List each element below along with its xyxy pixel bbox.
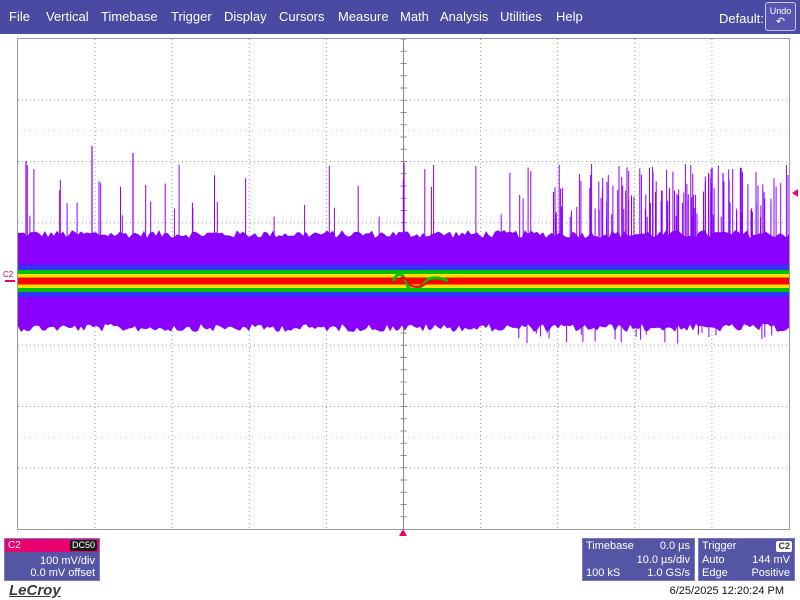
- date-time: 6/25/2025 12:20:24 PM: [669, 585, 784, 597]
- trigger-level-marker[interactable]: [792, 189, 798, 197]
- menu-measure[interactable]: Measure: [338, 9, 389, 24]
- channel-marker-arrow: [5, 280, 15, 282]
- default-setup-label: Default:: [719, 11, 764, 26]
- trigger-ripple-core: [397, 276, 431, 288]
- trigger-time-marker[interactable]: [399, 529, 407, 536]
- waveform-display[interactable]: [17, 38, 790, 530]
- menu-timebase[interactable]: Timebase: [101, 9, 158, 24]
- channel-header: C2 DC50: [5, 539, 99, 552]
- sample-count: 100 kS: [586, 567, 621, 579]
- trigger-slope: Positive: [751, 567, 790, 579]
- channel-name: C2: [8, 540, 21, 551]
- timebase-title: Timebase: [586, 540, 634, 552]
- trigger-ripple: [391, 272, 449, 292]
- waveform-graticule: [18, 39, 789, 529]
- channel-descriptor[interactable]: C2 DC50 100 mV/div 0.0 mV offset: [4, 538, 100, 581]
- vertical-offset: 0.0 mV offset: [30, 567, 95, 579]
- timebase-delay: 0.0 µs: [659, 540, 690, 552]
- menu-bar: File Vertical Timebase Trigger Display C…: [0, 0, 800, 34]
- coupling-badge: DC50: [69, 540, 97, 551]
- time-per-div: 10.0 µs/div: [636, 554, 690, 566]
- menu-trigger[interactable]: Trigger: [171, 9, 212, 24]
- trigger-mode: Auto: [702, 554, 725, 566]
- trigger-source-badge: C2: [776, 541, 792, 552]
- trigger-descriptor[interactable]: Trigger C2 Auto 144 mV Edge Positive: [698, 538, 795, 581]
- sample-rate: 1.0 GS/s: [647, 567, 690, 579]
- channel-marker[interactable]: C2: [3, 270, 17, 286]
- undo-button[interactable]: Undo ↶: [765, 2, 796, 31]
- trigger-level: 144 mV: [752, 554, 790, 566]
- brand-logo: LeCroy: [9, 582, 61, 599]
- menu-cursors[interactable]: Cursors: [279, 9, 325, 24]
- timebase-descriptor[interactable]: Timebase 0.0 µs 10.0 µs/div 100 kS 1.0 G…: [582, 538, 695, 581]
- menu-display[interactable]: Display: [224, 9, 267, 24]
- vertical-scale: 100 mV/div: [39, 555, 95, 567]
- menu-utilities[interactable]: Utilities: [500, 9, 542, 24]
- persistence-band: [18, 277, 789, 285]
- trigger-title: Trigger: [702, 540, 737, 552]
- menu-math[interactable]: Math: [400, 9, 429, 24]
- menu-vertical[interactable]: Vertical: [46, 9, 89, 24]
- undo-label: Undo: [769, 6, 792, 16]
- undo-arrow-icon: ↶: [775, 16, 786, 28]
- menu-file[interactable]: File: [9, 9, 30, 24]
- channel-marker-label: C2: [3, 270, 14, 279]
- trigger-type: Edge: [702, 567, 728, 579]
- menu-analysis[interactable]: Analysis: [440, 9, 489, 24]
- menu-help[interactable]: Help: [556, 9, 583, 24]
